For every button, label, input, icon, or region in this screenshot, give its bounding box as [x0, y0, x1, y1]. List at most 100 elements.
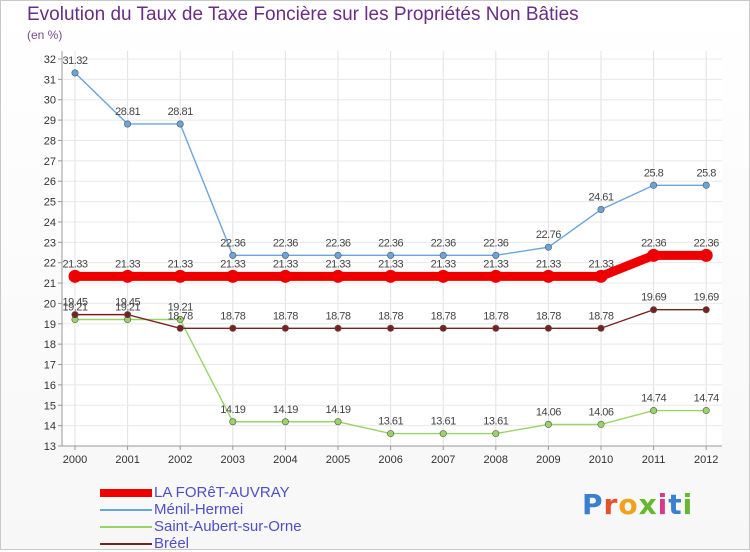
data-label: 21.33	[62, 258, 87, 270]
logo-letter: i	[657, 488, 669, 521]
data-label: 21.33	[220, 258, 245, 270]
data-point	[699, 248, 713, 262]
legend-item: Bréel	[100, 535, 302, 552]
x-tick-label: 2000	[63, 454, 87, 466]
data-label: 19.45	[62, 297, 87, 309]
logo-letter: o	[618, 488, 639, 521]
data-point	[176, 316, 184, 324]
data-label: 25.8	[644, 167, 664, 179]
data-point	[226, 269, 240, 283]
plot-area	[62, 51, 722, 446]
data-point	[68, 269, 82, 283]
data-label: 21.33	[273, 258, 298, 270]
legend-swatch	[100, 525, 152, 528]
data-label: 14.74	[694, 393, 719, 405]
data-label: 19.69	[694, 292, 719, 304]
data-label: 22.36	[325, 237, 350, 249]
x-tick-label: 2002	[168, 454, 192, 466]
y-tick-label: 21	[44, 278, 56, 290]
x-tick-label: 2012	[694, 454, 718, 466]
data-label: 21.33	[168, 258, 193, 270]
data-point	[334, 418, 342, 426]
data-point	[229, 418, 237, 426]
data-point	[650, 181, 658, 189]
data-point	[281, 418, 289, 426]
data-point	[176, 120, 184, 128]
data-point	[597, 324, 605, 332]
data-point	[492, 251, 500, 259]
x-tick-label: 2009	[536, 454, 560, 466]
data-point	[387, 251, 395, 259]
logo-letter: P	[582, 488, 604, 521]
data-label: 18.78	[168, 310, 193, 322]
y-tick-label: 31	[44, 74, 56, 86]
data-label: 18.78	[273, 310, 298, 322]
data-label: 14.74	[641, 393, 666, 405]
x-tick-label: 2007	[431, 454, 455, 466]
y-tick-label: 24	[44, 217, 56, 229]
data-label: 28.81	[168, 106, 193, 118]
data-point	[489, 269, 503, 283]
y-tick-label: 18	[44, 339, 56, 351]
data-label: 18.78	[325, 310, 350, 322]
data-label: 22.36	[694, 237, 719, 249]
x-tick-label: 2010	[589, 454, 613, 466]
proxiti-logo: Proxiti	[582, 488, 693, 521]
x-tick-label: 2006	[378, 454, 402, 466]
data-label: 21.33	[431, 258, 456, 270]
data-label: 18.78	[483, 310, 508, 322]
y-tick-label: 27	[44, 156, 56, 168]
data-label: 31.32	[62, 55, 87, 67]
y-tick-label: 28	[44, 135, 56, 147]
y-tick-label: 15	[44, 400, 56, 412]
data-label: 21.33	[378, 258, 403, 270]
x-tick-label: 2011	[642, 454, 666, 466]
data-point	[71, 311, 79, 319]
data-point	[281, 251, 289, 259]
data-point	[229, 251, 237, 259]
data-point	[439, 324, 447, 332]
data-point	[334, 324, 342, 332]
data-label: 14.19	[220, 404, 245, 416]
data-label: 21.33	[115, 258, 140, 270]
legend-item: Ménil-Hermei	[100, 501, 302, 518]
data-point	[124, 120, 132, 128]
data-point	[173, 269, 187, 283]
data-label: 18.78	[536, 310, 561, 322]
data-point	[702, 306, 710, 314]
data-point	[647, 248, 661, 262]
legend-label: Bréel	[154, 535, 190, 552]
data-point	[176, 324, 184, 332]
data-point	[492, 430, 500, 438]
data-label: 18.78	[220, 310, 245, 322]
data-label: 14.19	[273, 404, 298, 416]
data-point	[278, 269, 292, 283]
y-tick-label: 17	[44, 360, 56, 372]
data-label: 21.33	[536, 258, 561, 270]
data-label: 18.78	[431, 310, 456, 322]
data-label: 19.21	[62, 302, 87, 314]
legend-swatch	[100, 542, 152, 545]
data-label: 14.06	[536, 406, 561, 418]
y-tick-label: 23	[44, 237, 56, 249]
data-point	[124, 311, 132, 319]
data-point	[597, 206, 605, 214]
data-point	[650, 407, 658, 415]
legend-label: Ménil-Hermei	[154, 501, 244, 518]
data-point	[384, 269, 398, 283]
data-point	[594, 269, 608, 283]
logo-letter: r	[603, 488, 619, 521]
data-point	[71, 69, 79, 77]
legend-label: Saint-Aubert-sur-Orne	[154, 518, 302, 535]
x-tick-label: 2003	[221, 454, 245, 466]
y-tick-label: 32	[44, 54, 56, 66]
data-label: 24.61	[588, 192, 613, 204]
data-point	[334, 251, 342, 259]
data-label: 19.21	[168, 302, 193, 314]
chart-title: Evolution du Taux de Taxe Foncière sur l…	[27, 4, 579, 25]
y-tick-label: 29	[44, 115, 56, 127]
data-label: 28.81	[115, 106, 140, 118]
data-point	[387, 324, 395, 332]
data-label: 22.76	[536, 229, 561, 241]
x-tick-label: 2008	[484, 454, 508, 466]
